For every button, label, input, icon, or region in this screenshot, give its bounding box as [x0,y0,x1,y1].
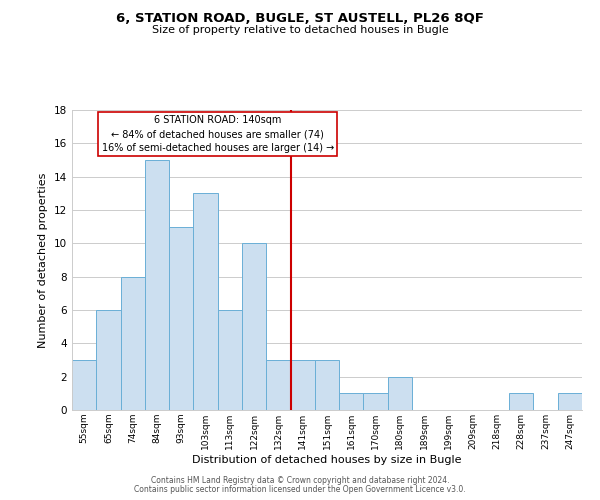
Y-axis label: Number of detached properties: Number of detached properties [38,172,49,348]
Bar [339,394,364,410]
Bar [388,376,412,410]
Text: 6 STATION ROAD: 140sqm
← 84% of detached houses are smaller (74)
16% of semi-det: 6 STATION ROAD: 140sqm ← 84% of detached… [101,115,334,153]
Bar [509,394,533,410]
Bar [72,360,96,410]
Text: Contains HM Land Registry data © Crown copyright and database right 2024.: Contains HM Land Registry data © Crown c… [151,476,449,485]
Bar [266,360,290,410]
Text: Size of property relative to detached houses in Bugle: Size of property relative to detached ho… [152,25,448,35]
Bar [121,276,145,410]
Bar [218,310,242,410]
Text: Contains public sector information licensed under the Open Government Licence v3: Contains public sector information licen… [134,485,466,494]
Bar [242,244,266,410]
Bar [558,394,582,410]
Bar [145,160,169,410]
Bar [364,394,388,410]
Bar [290,360,315,410]
Bar [169,226,193,410]
Bar [193,194,218,410]
Text: 6, STATION ROAD, BUGLE, ST AUSTELL, PL26 8QF: 6, STATION ROAD, BUGLE, ST AUSTELL, PL26… [116,12,484,26]
X-axis label: Distribution of detached houses by size in Bugle: Distribution of detached houses by size … [192,454,462,464]
Bar [315,360,339,410]
Bar [96,310,121,410]
